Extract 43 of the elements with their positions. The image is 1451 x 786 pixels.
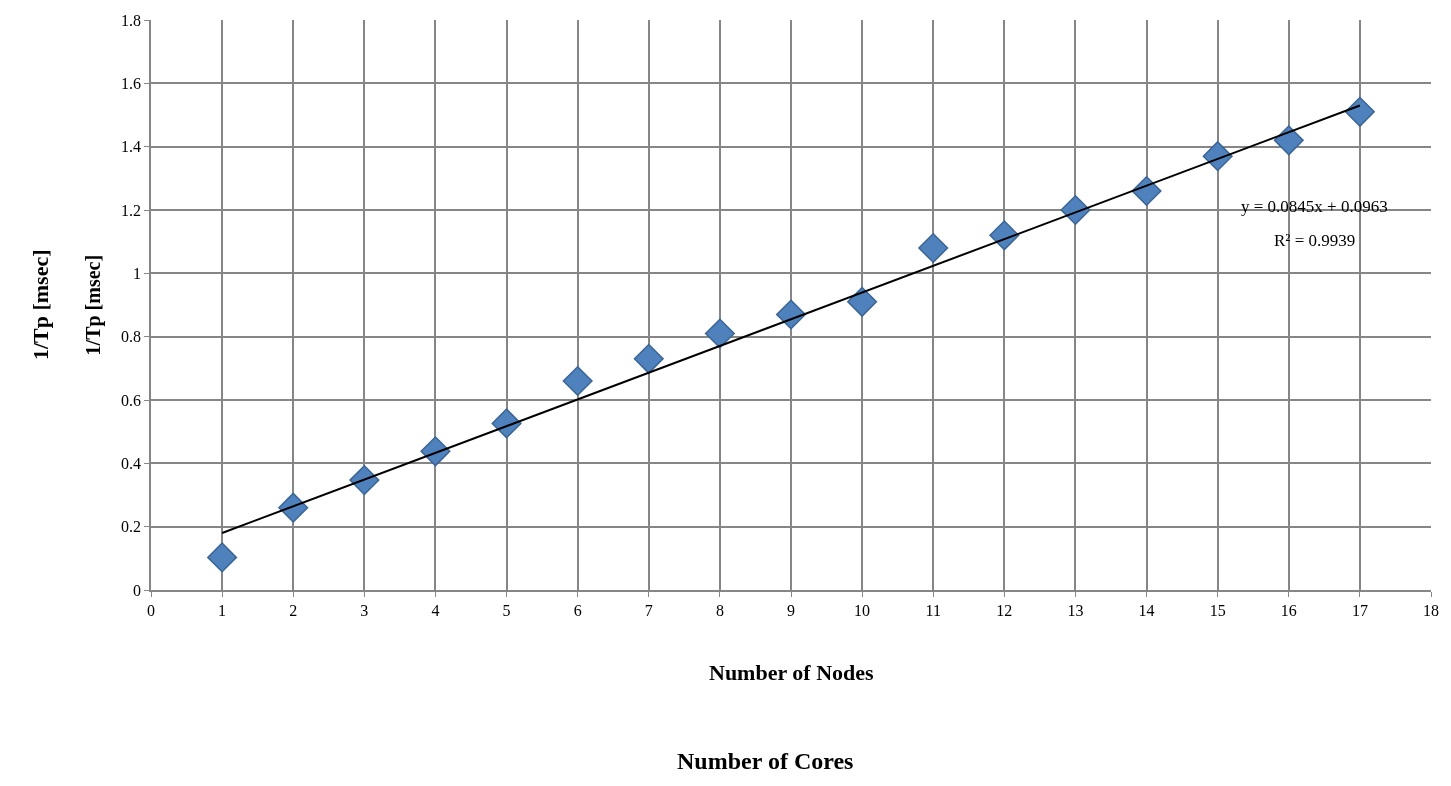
x-tick-label: 16 [1280,601,1297,619]
x-tick-label: 18 [1423,601,1439,619]
x-tick-label: 12 [996,601,1013,619]
annotation: R² = 0.9939 [1274,231,1356,250]
y-tick-label: 0.6 [121,391,142,409]
x-tick-label: 15 [1209,601,1226,619]
text: Number of Cores [677,748,854,774]
point [1273,125,1304,156]
x-tick-label: 6 [573,601,582,619]
x-tick-label: 0 [147,601,155,619]
point [847,286,878,317]
x-tick-label: 3 [360,601,369,619]
y-tick-label: 1 [133,264,142,282]
text: 1/Tp [msec] [82,254,106,356]
x-tick-label: 4 [431,601,440,619]
x-tick-label: 2 [289,601,298,619]
x-tick-label: 10 [854,601,871,619]
y-axis-title: 1/Tp [msec] [28,249,54,361]
y-tick-label: 1.6 [121,74,142,92]
x-tick-label: 11 [925,601,941,619]
y-tick-label: 0.8 [121,328,142,346]
y-tick-label: 1.2 [121,201,142,219]
point [633,343,664,374]
x-tick-label: 9 [787,601,795,619]
x-tick-label: 7 [644,601,653,619]
x-tick-label: 8 [715,601,724,619]
point [918,232,949,264]
y-tick-label: 0.2 [121,518,142,536]
annotation: y = 0.0845x + 0.0963 [1241,197,1388,216]
point [704,318,735,349]
x-tick-label: 14 [1138,601,1155,619]
point [562,365,593,397]
y-tick-label: 0 [133,581,142,599]
point [207,542,238,573]
x-tick-label: 17 [1351,601,1368,619]
x-axis-title: Number of Nodes [709,660,875,685]
y-tick-label: 0.4 [121,454,142,472]
x-tick-label: 1 [218,601,227,619]
point [1344,96,1375,127]
y-tick-label: 1.4 [121,138,142,156]
x-tick-label: 13 [1067,601,1084,619]
x-tick-label: 5 [502,601,511,619]
y-tick-label: 1.8 [121,11,142,29]
